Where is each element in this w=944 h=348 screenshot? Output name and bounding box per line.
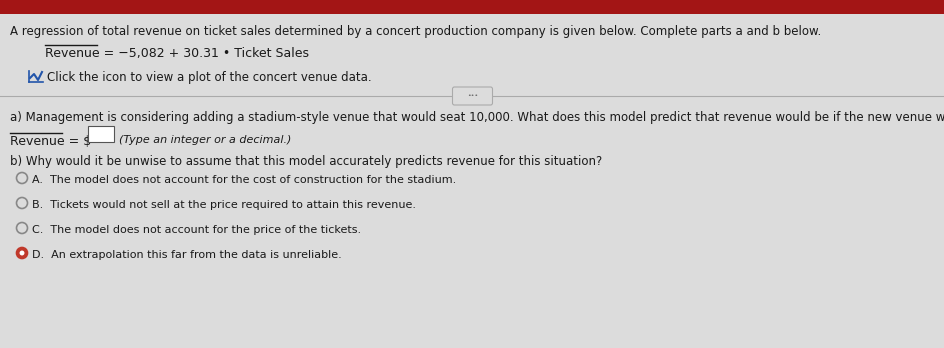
Bar bbox=[88, 126, 114, 142]
Bar bbox=[0, 0, 944, 14]
Text: Click the icon to view a plot of the concert venue data.: Click the icon to view a plot of the con… bbox=[47, 71, 371, 84]
FancyBboxPatch shape bbox=[452, 87, 492, 105]
Text: (Type an integer or a decimal.): (Type an integer or a decimal.) bbox=[119, 135, 291, 145]
Text: A regression of total revenue on ticket sales determined by a concert production: A regression of total revenue on ticket … bbox=[10, 25, 820, 38]
Text: •••: ••• bbox=[466, 94, 478, 98]
Circle shape bbox=[16, 173, 27, 183]
Text: b) Why would it be unwise to assume that this model accurately predicts revenue : b) Why would it be unwise to assume that… bbox=[10, 155, 601, 168]
Text: C.  The model does not account for the price of the tickets.: C. The model does not account for the pr… bbox=[32, 225, 362, 235]
Text: Revenue = −5,082 + 30.31 • Ticket Sales: Revenue = −5,082 + 30.31 • Ticket Sales bbox=[45, 47, 309, 60]
Text: B.  Tickets would not sell at the price required to attain this revenue.: B. Tickets would not sell at the price r… bbox=[32, 200, 416, 210]
Circle shape bbox=[20, 251, 25, 255]
Text: a) Management is considering adding a stadium-style venue that would seat 10,000: a) Management is considering adding a st… bbox=[10, 111, 944, 124]
Circle shape bbox=[16, 247, 27, 259]
Circle shape bbox=[16, 222, 27, 234]
Text: Revenue = $: Revenue = $ bbox=[10, 135, 92, 148]
Circle shape bbox=[16, 198, 27, 208]
Text: D.  An extrapolation this far from the data is unreliable.: D. An extrapolation this far from the da… bbox=[32, 250, 342, 260]
Text: A.  The model does not account for the cost of construction for the stadium.: A. The model does not account for the co… bbox=[32, 175, 456, 185]
